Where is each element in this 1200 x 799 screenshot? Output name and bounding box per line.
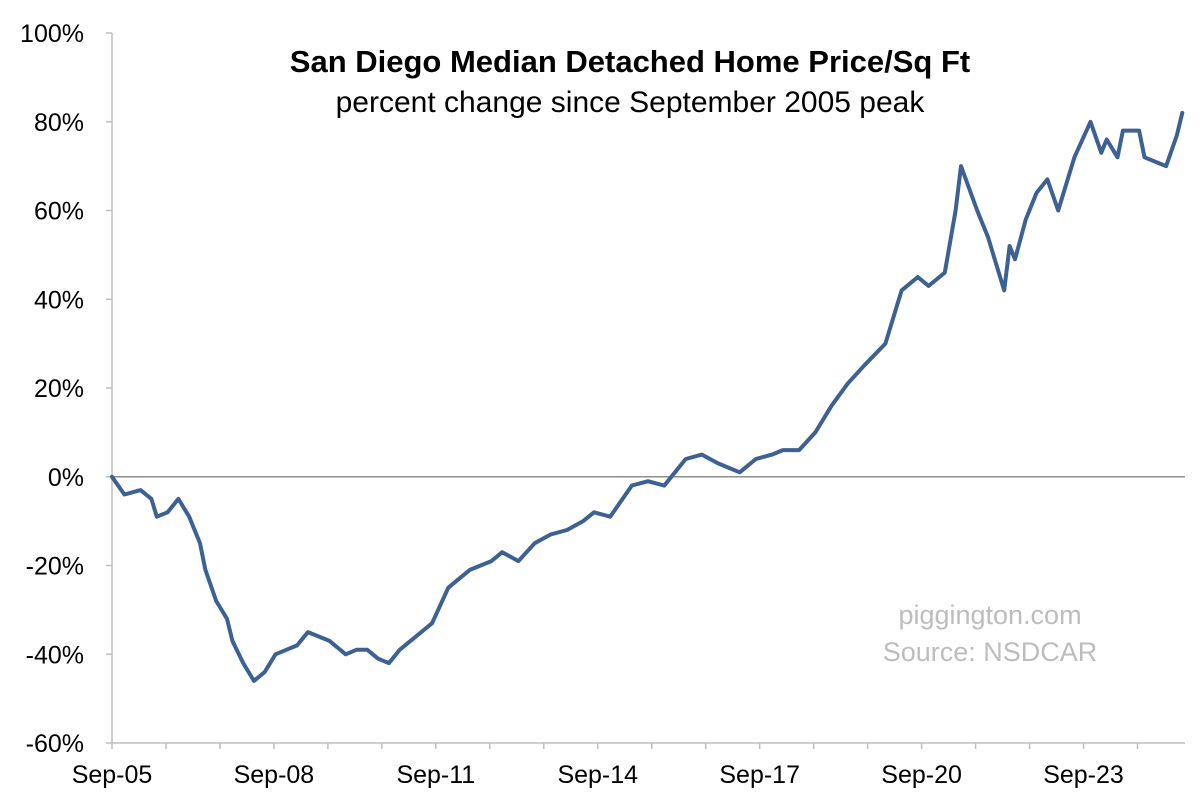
y-tick-label: 100% (20, 20, 84, 48)
chart-title: San Diego Median Detached Home Price/Sq … (289, 44, 971, 79)
watermark-source: Source: NSDCAR (882, 637, 1098, 667)
x-tick-label: Sep-20 (881, 761, 962, 789)
series-line (110, 110, 1185, 683)
y-tick-label: 60% (34, 198, 84, 226)
y-axis-ticks: -60% -40% -20% 0% 20% 40% 60% 80% 100% (20, 20, 112, 758)
x-axis-ticks: Sep-05 Sep-08 Sep-11 Sep-14 Sep-17 Sep-20 Sep-… (72, 743, 1139, 789)
y-tick-label: 80% (34, 109, 84, 137)
y-tick-label: -40% (26, 641, 84, 669)
x-tick-label: Sep-11 (396, 761, 475, 789)
chart-subtitle: percent change since September 2005 peak (335, 86, 925, 119)
y-tick-label: -20% (26, 553, 84, 581)
watermark-site: piggington.com (898, 600, 1082, 630)
x-tick-label: Sep-05 (72, 761, 153, 789)
x-tick-label: Sep-08 (234, 761, 315, 789)
x-tick-label: Sep-23 (1043, 761, 1124, 789)
y-tick-label: 20% (34, 375, 84, 403)
y-tick-label: -60% (26, 730, 84, 758)
y-tick-label: 40% (34, 286, 84, 314)
x-tick-label: Sep-17 (719, 761, 800, 789)
y-tick-label: 0% (48, 464, 84, 492)
x-tick-label: Sep-14 (557, 761, 638, 789)
